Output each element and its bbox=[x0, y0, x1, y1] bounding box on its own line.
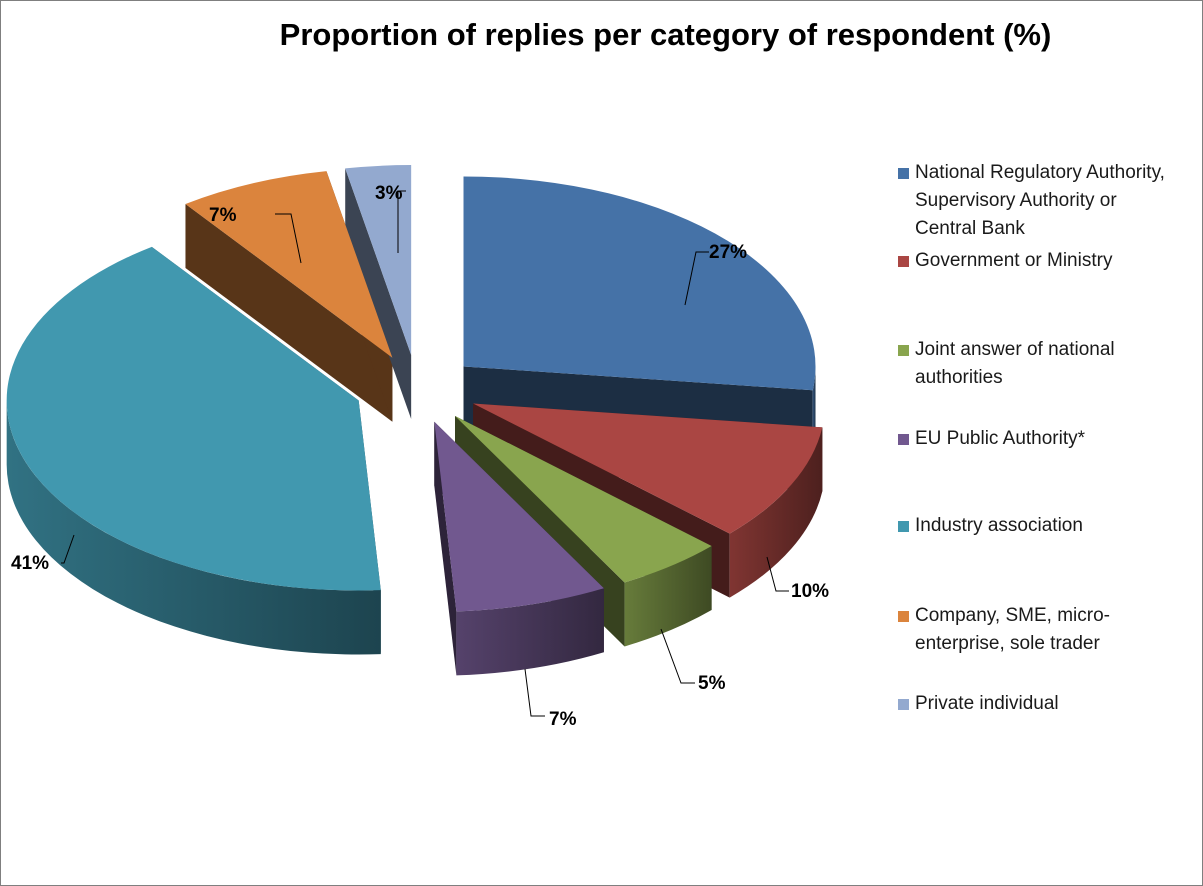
legend-item: Private individual bbox=[898, 692, 1198, 718]
legend-swatch bbox=[898, 699, 909, 710]
data-label: 7% bbox=[209, 205, 237, 226]
data-label: 3% bbox=[375, 183, 403, 204]
legend-swatch bbox=[898, 256, 909, 267]
label-leader-line bbox=[524, 668, 545, 717]
legend-swatch bbox=[898, 434, 909, 445]
pie-slice-side bbox=[624, 546, 712, 647]
data-label: 5% bbox=[698, 673, 726, 694]
pie-slice bbox=[463, 176, 816, 391]
label-leader-line bbox=[275, 213, 302, 264]
data-label: 27% bbox=[709, 242, 747, 263]
legend-item: Company, SME, micro-enterprise, sole tra… bbox=[898, 604, 1198, 658]
pie-slice bbox=[434, 421, 604, 612]
legend-item: Joint answer of national authorities bbox=[898, 338, 1198, 392]
label-leader-line bbox=[61, 534, 75, 564]
legend-label: Joint answer of national authorities bbox=[915, 339, 1115, 388]
label-leader-line bbox=[684, 251, 709, 306]
legend-label: Company, SME, micro-enterprise, sole tra… bbox=[915, 605, 1110, 654]
pie-slice bbox=[345, 165, 412, 356]
chart-title: Proportion of replies per category of re… bbox=[279, 17, 1052, 52]
legend-label: Private individual bbox=[915, 693, 1059, 714]
legend-label: EU Public Authority* bbox=[915, 428, 1086, 449]
legend-label: Government or Ministry bbox=[915, 250, 1113, 271]
pie-slice bbox=[185, 171, 393, 358]
pie-slice bbox=[473, 403, 823, 534]
legend-swatch bbox=[898, 168, 909, 179]
pie-slice-inner-wall bbox=[345, 168, 412, 420]
legend-swatch bbox=[898, 345, 909, 356]
label-leader-line bbox=[397, 190, 406, 253]
legend-swatch bbox=[898, 521, 909, 532]
label-leader-line bbox=[766, 556, 789, 592]
legend-label: Industry association bbox=[915, 515, 1083, 536]
legend-label: National Regulatory Authority, Superviso… bbox=[915, 162, 1165, 239]
pie-slice bbox=[455, 415, 712, 583]
data-label: 41% bbox=[11, 553, 49, 574]
legend-item: Government or Ministry bbox=[898, 249, 1198, 275]
pie-slice-inner-wall bbox=[185, 203, 393, 422]
legend-item: National Regulatory Authority, Superviso… bbox=[898, 161, 1198, 243]
data-label: 7% bbox=[549, 709, 577, 730]
label-leader-line bbox=[660, 628, 695, 684]
legend-swatch bbox=[898, 611, 909, 622]
pie-slice-inner-wall bbox=[434, 421, 457, 676]
pie-slice-side bbox=[456, 588, 604, 676]
legend-item: Industry association bbox=[898, 514, 1198, 540]
pie-slice-side bbox=[729, 427, 823, 598]
pie-slice-side bbox=[6, 400, 381, 655]
legend-item: EU Public Authority* bbox=[898, 427, 1198, 453]
pie-slice bbox=[6, 246, 381, 591]
data-label: 10% bbox=[791, 581, 829, 602]
